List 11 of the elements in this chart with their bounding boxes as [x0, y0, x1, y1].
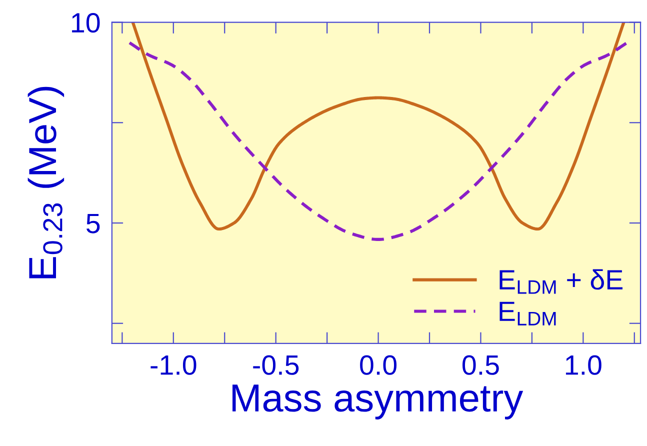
- x-tick-label: 0.5: [462, 355, 499, 375]
- x-tick-label: 1.0: [566, 355, 602, 375]
- x-axis-title: Mass asymmetry: [232, 384, 524, 420]
- y-tick-label: 5: [86, 214, 100, 234]
- y-tick-label: 10: [72, 12, 100, 33]
- x-tick-label: -0.5: [253, 355, 299, 375]
- legend-label: E$_{LDM}$ + δE: [500, 269, 622, 294]
- x-tick-label: -1.0: [150, 355, 196, 375]
- y-axis-title: E$_{0.23}$ (MeV): [28, 86, 64, 278]
- x-tick-label: 0.0: [360, 355, 396, 375]
- legend-label: E$_{LDM}$: [500, 302, 556, 326]
